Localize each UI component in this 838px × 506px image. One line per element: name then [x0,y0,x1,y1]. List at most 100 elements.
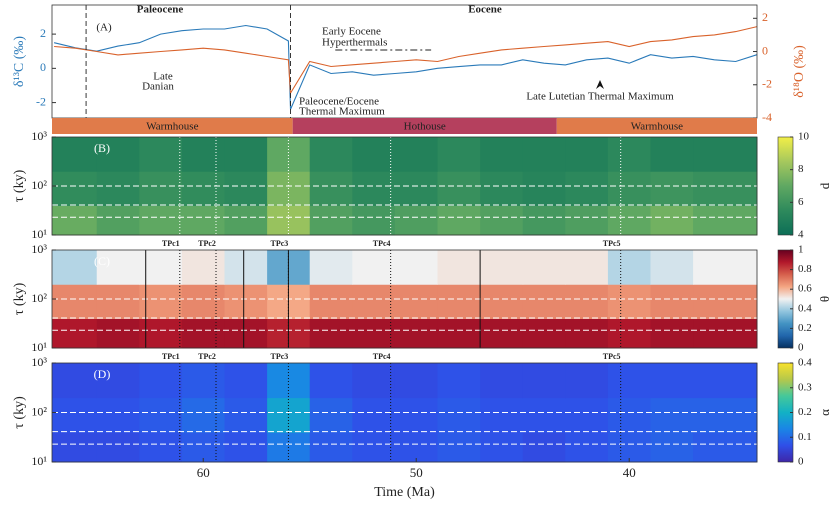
heatmap-cell [607,284,652,319]
tpc-label: TPc1 [162,352,180,361]
heatmap-cell [96,318,140,349]
y-tick-label: 2 [40,26,46,40]
heatmap-cell [267,137,311,172]
heatmap-cell [96,284,140,319]
climate-band [52,118,293,134]
heatmap-cell [181,363,226,399]
tpc-label: TPc1 [162,239,180,248]
annotation: Paleocene [137,4,184,16]
y-axis-label: τ (ky) [12,169,27,202]
heatmap-cell [650,397,694,433]
heatmap-cell [52,205,98,236]
y-tick-label: 10¹ [31,340,47,354]
heatmap-cell [52,250,98,285]
heatmap-cell [352,250,396,285]
heatmap-cell [352,171,396,206]
heatmap-cell [693,363,758,399]
heatmap-cell [480,205,524,236]
y-tick-label: 10¹ [31,454,47,468]
y-tick-label: 10² [31,178,47,192]
heatmap-cell [96,171,140,206]
y-tick-label: 0 [40,60,46,74]
heatmap-cell [522,137,566,172]
heatmap-cell [693,397,758,433]
panel-label: (B) [94,141,110,155]
heatmap-cell [96,432,140,463]
heatmap-cell [139,171,183,206]
heatmap-cell [394,250,439,285]
colorbar-tick-label: 0 [798,456,804,468]
colorbar-tick-label: 4 [798,229,804,241]
heatmap-cell [565,205,609,236]
heatmap-cell [693,284,758,319]
annotation: Thermal Maximum [299,106,385,118]
heatmap-cell [139,250,183,285]
panel-label: (C) [94,254,110,268]
heatmap-cell [480,363,524,399]
y-tick-label: 10¹ [31,227,47,241]
tpc-label: TPc3 [271,352,289,361]
heatmap-cell [52,137,98,172]
heatmap-cell [181,432,226,463]
heatmap-cell [224,363,268,399]
y2-tick-label: -4 [762,110,772,124]
heatmap-cell [224,250,268,285]
heatmap-cell [139,318,183,349]
heatmap-cell [607,205,652,236]
climate-band-label: Hothouse [404,121,446,133]
colorbar-label: d [817,182,832,189]
heatmap-cell [437,363,481,399]
heatmap-cell [309,432,353,463]
y-tick-label: 10³ [31,242,47,256]
annotation: Eocene [468,4,502,16]
heatmap-cell [437,205,481,236]
heatmap-cell [607,397,652,433]
heatmap-cell [52,318,98,349]
heatmap-cell [309,363,353,399]
heatmap-cell [224,432,268,463]
colorbar-tick-label: 0.6 [798,283,812,295]
heatmap-cell [607,318,652,349]
heatmap-cell [267,363,311,399]
y-axis-label: τ (ky) [12,282,27,315]
heatmap-cell [224,318,268,349]
x-tick-label: 40 [623,465,636,480]
heatmap-cell [394,318,439,349]
colorbar-tick-label: 0.8 [798,263,812,275]
annotation: (A) [96,22,112,34]
heatmap-cell [52,171,98,206]
heatmap-cell [565,318,609,349]
heatmap-cell [650,137,694,172]
heatmap-cell [309,284,353,319]
heatmap-cell [650,432,694,463]
colorbar-tick-label: 6 [798,196,804,208]
heatmap-cell [522,171,566,206]
heatmap-cell [437,432,481,463]
heatmap-cell [181,397,226,433]
colorbar-tick-label: 0 [798,342,804,354]
heatmap-cell [693,318,758,349]
annotation: Late [153,71,173,83]
tpc-label: TPc4 [373,239,391,248]
heatmap-cell [139,284,183,319]
heatmap-cell [96,363,140,399]
heatmap-cell [650,205,694,236]
colorbar-tick-label: 0.1 [798,431,812,443]
heatmap-cell [650,284,694,319]
heatmap-cell [522,250,566,285]
colorbar [777,249,794,349]
colorbar-tick-label: 0.2 [798,406,812,418]
heatmap-cell [437,397,481,433]
heatmap-cell [181,250,226,285]
y2-tick-label: 2 [762,10,768,24]
x-axis-label: Time (Ma) [374,485,435,500]
heatmap-cell [607,432,652,463]
colorbar [777,136,794,236]
annotation: Paleocene/Eocene [299,96,379,108]
heatmap-cell [607,363,652,399]
colorbar-tick-label: 0.2 [798,322,812,334]
heatmap-cell [309,250,353,285]
heatmap-cell [139,137,183,172]
heatmap-cell [607,171,652,206]
annotation: Hyperthermals [322,37,387,49]
